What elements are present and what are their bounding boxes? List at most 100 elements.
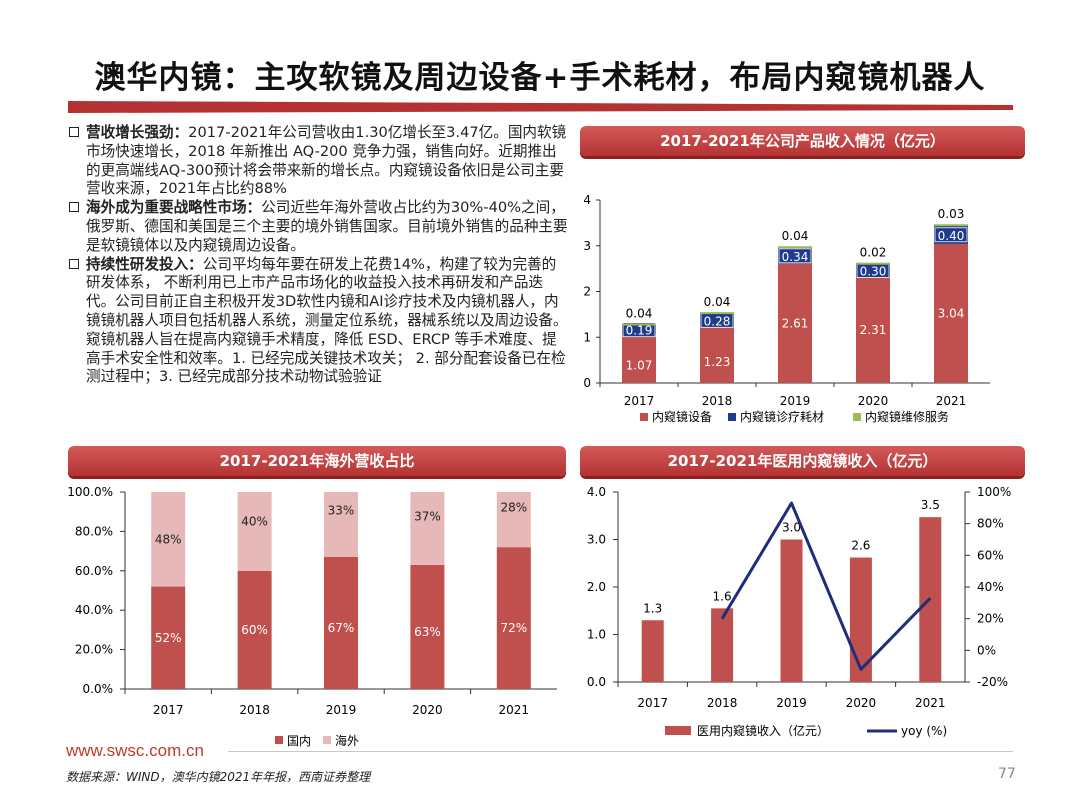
y-tick-label: 2.0 [587,580,606,594]
y-tick-label: 4.0 [587,485,606,499]
bar-segment [496,547,531,689]
bar [641,620,664,682]
data-label: 67% [328,621,355,635]
y-tick-label: 80.0% [75,524,113,538]
data-label: 0.04 [704,295,731,309]
bullet-list: 营收增长强劲：2017-2021年公司营收由1.30亿增长至3.47亿。国内软镜… [68,124,568,387]
bar-segment [622,323,656,326]
data-label: 2.31 [860,323,887,337]
y-tick-label: 3.0 [587,533,606,547]
y-tick-label: 4 [583,193,591,207]
data-label: 0.03 [938,207,965,221]
bar-segment [410,564,445,689]
legend-label: 海外 [335,733,359,748]
checkbox-icon [69,258,79,269]
data-label: 1.3 [643,601,662,615]
x-tick-label: 2021 [915,696,946,710]
data-label: 1.6 [713,589,732,603]
bar-segment [324,492,358,558]
legend-swatch [323,736,331,744]
bar-segment [934,243,968,383]
bar-segment [700,312,734,315]
bar-segment [856,277,890,383]
y-tick-label: 2 [583,285,591,299]
data-label: 1.07 [626,359,653,373]
bar-segment [237,570,272,689]
bar-segment [700,326,734,383]
y2-tick-label: 40% [977,580,1004,594]
data-label: 0.30 [860,264,887,278]
y-tick-label: 0 [583,376,591,390]
bullet-body: 公司近些年海外营收占比约为30%-40%之间，俄罗斯、德国和美国是三个主要的境外… [86,199,568,254]
title-underline [68,101,1013,113]
chart-header-product-revenue: 2017-2021年公司产品收入情况（亿元） [580,126,1025,156]
bar [849,557,872,682]
data-label: 0.02 [860,246,887,260]
y-tick-label: 0.0% [83,682,114,696]
x-tick-label: 2018 [707,696,738,710]
bullet-body: 公司平均每年要在研发上花费14%，构建了较为完善的研发体系， 不断利用已上市产品… [86,255,568,386]
x-tick-label: 2018 [239,703,270,717]
bullet-head: 海外成为重要战略性市场： [86,199,262,217]
bar-segment [151,492,186,587]
legend-swatch [853,413,861,421]
chart-product-revenue: 0 1 2 3 4 2017 1.07 0.19 0.04 2018 1.23 0.28 0.04 201… [583,193,990,424]
bar-segment [151,586,186,689]
x-tick-label: 2017 [153,703,184,717]
data-label: 52% [155,631,182,645]
y2-tick-label: 60% [977,548,1004,562]
label-box [778,248,812,264]
page-title: 澳华内镜：主攻软镜及周边设备+手术耗材，布局内窥镜机器人 [94,60,986,96]
y-tick-label: 1 [583,330,591,344]
chart-medical-endoscope: 0.0 1.0 2.0 3.0 4.0 -20% 0% 20% 40% 60% 80% 100% 201… [587,485,1011,738]
data-label: 0.04 [782,229,809,243]
legend-label: yoy (%) [901,724,947,738]
data-label: 63% [414,625,441,639]
footer-url[interactable]: www.swsc.com.cn [66,741,204,760]
y-tick-label: 100.0% [67,485,113,499]
chart-header-medical-endoscope: 2017-2021年医用内窥镜收入（亿元） [580,446,1025,476]
yoy-line [720,501,932,671]
bar [711,608,734,682]
x-tick-label: 2021 [936,394,967,408]
data-label: 48% [155,532,182,546]
y-tick-label: 40.0% [75,603,113,617]
legend-label: 内窥镜维修服务 [865,409,949,424]
checkbox-icon [69,127,79,137]
x-tick-label: 2017 [637,696,668,710]
y2-tick-label: 20% [977,612,1004,626]
data-label: 2.61 [782,316,809,330]
bar-segment [410,492,445,565]
label-box [934,227,968,243]
data-label: 2.6 [851,539,870,553]
y2-tick-label: 0% [977,643,996,657]
y-tick-label: 20.0% [75,643,113,657]
legend-label: 内窥镜诊疗耗材 [740,409,824,424]
x-tick-label: 2021 [499,703,530,717]
bar-segment [856,262,890,265]
data-label: 33% [328,504,355,518]
label-box [622,322,656,338]
x-tick-label: 2019 [780,394,811,408]
bullet-item: 海外成为重要战略性市场：公司近些年海外营收占比约为30%-40%之间，俄罗斯、德… [68,199,568,255]
data-label: 37% [414,509,441,523]
bar-segment [622,334,656,383]
legend-label: 内窥镜设备 [652,409,712,424]
bar-segment [934,224,968,227]
x-tick-label: 2020 [858,394,889,408]
checkbox-icon [69,202,79,213]
chart-overseas-share: 0.0% 20.0% 40.0% 60.0% 80.0% 100.0% 2017 52% 48%… [67,485,557,748]
y2-tick-label: 100% [977,485,1011,499]
page-number: 77 [998,766,1016,782]
x-tick-label: 2020 [412,703,443,717]
bar-segment [778,246,812,249]
legend-label: 医用内窥镜收入（亿元） [697,723,829,738]
bullet-item: 持续性研发投入：公司平均每年要在研发上花费14%，构建了较为完善的研发体系， 不… [68,256,568,388]
data-label: 0.34 [782,250,809,264]
bar [780,539,803,682]
data-label: 3.04 [938,306,965,320]
data-label: 28% [500,501,527,515]
y2-tick-label: 80% [977,517,1004,531]
bar-segment [324,557,358,689]
data-label: 0.19 [626,324,653,338]
